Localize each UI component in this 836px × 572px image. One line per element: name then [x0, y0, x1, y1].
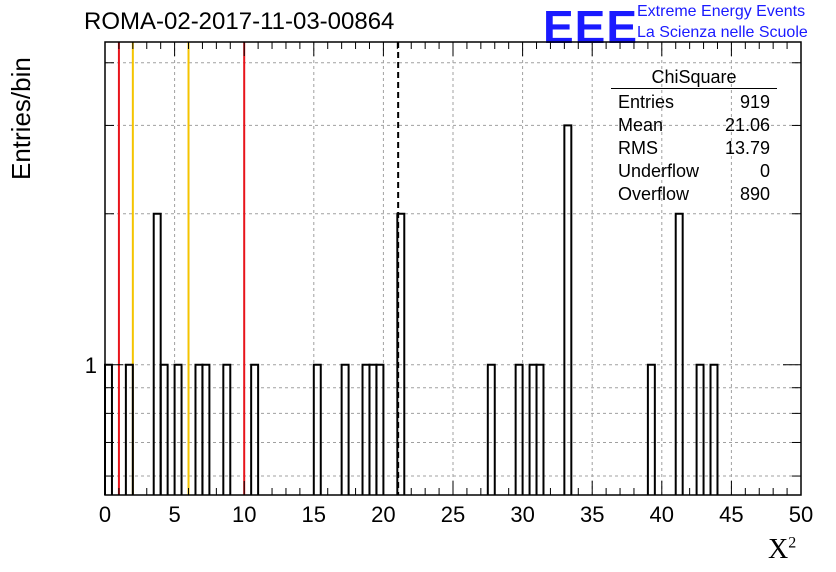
x-tick-label: 35 — [580, 502, 604, 527]
x-tick-label: 40 — [650, 502, 674, 527]
histogram-bar — [528, 363, 538, 495]
histogram-bar — [514, 363, 524, 495]
x-tick-label: 15 — [302, 502, 326, 527]
x-tick-label: 0 — [99, 502, 111, 527]
axes: 0 5 10 15 20 25 30 35 40 45 50 1 — [85, 41, 813, 527]
histogram-bar — [563, 124, 573, 495]
y-tick-label: 1 — [85, 353, 97, 378]
histogram-bar — [159, 363, 169, 495]
histogram-bar — [368, 363, 378, 495]
histogram-bar — [312, 363, 322, 495]
stats-label: RMS — [618, 138, 658, 158]
logo-line-1: Extreme Energy Events — [637, 3, 806, 20]
stats-box: ChiSquare Entries 919 Mean 21.06 RMS 13.79 … — [611, 66, 777, 206]
stats-value: 21.06 — [724, 115, 770, 135]
stats-title: ChiSquare — [611, 66, 777, 89]
x-axis-label-base: X — [768, 534, 789, 565]
x-tick-label: 30 — [510, 502, 534, 527]
histogram-bar — [361, 363, 371, 495]
histogram-bar — [340, 363, 350, 495]
histogram-bar — [535, 363, 545, 495]
histogram-bar — [152, 212, 162, 495]
histogram-bar — [396, 212, 406, 495]
x-tick-label: 20 — [371, 502, 395, 527]
stats-row-underflow: Underflow 0 — [611, 160, 777, 183]
chart-title: ROMA-02-2017-11-03-00864 — [84, 8, 395, 35]
stats-value: 0 — [759, 161, 770, 181]
stats-label: Mean — [618, 115, 664, 135]
histogram-bar — [375, 363, 385, 495]
histogram-bars — [104, 124, 719, 495]
stats-label: Overflow — [618, 184, 690, 204]
x-axis-label: X2 — [768, 534, 796, 566]
stats-row-overflow: Overflow 890 — [611, 183, 777, 206]
stats-value: 919 — [739, 92, 770, 112]
histogram-bar — [709, 363, 719, 495]
x-axis-label-sup: 2 — [788, 534, 797, 552]
grid — [104, 42, 802, 495]
stats-row-mean: Mean 21.06 — [611, 114, 777, 137]
histogram-bar — [695, 363, 705, 495]
histogram-bar — [222, 363, 232, 495]
histogram-bar — [486, 363, 496, 495]
eee-logo: EEE — [543, 1, 639, 53]
stats-row-entries: Entries 919 — [611, 91, 777, 114]
histogram-bar — [201, 363, 211, 495]
histogram-bar — [250, 363, 260, 495]
histogram-bar — [674, 212, 684, 495]
reference-lines — [117, 42, 400, 495]
histogram-bar — [124, 363, 134, 495]
histogram-bar — [104, 363, 113, 495]
stats-label: Entries — [618, 92, 675, 112]
x-tick-label: 5 — [168, 502, 180, 527]
x-tick-label: 45 — [719, 502, 743, 527]
x-tick-label: 10 — [232, 502, 256, 527]
stats-value: 890 — [739, 184, 770, 204]
stats-label: Underflow — [618, 161, 700, 181]
histogram-bar — [173, 363, 183, 495]
histogram-bar — [194, 363, 204, 495]
stats-value: 13.79 — [724, 138, 770, 158]
x-tick-label: 50 — [789, 502, 813, 527]
logo-line-2: La Scienza nelle Scuole — [637, 24, 808, 41]
stats-row-rms: RMS 13.79 — [611, 137, 777, 160]
histogram-bar — [646, 363, 656, 495]
x-tick-label: 25 — [441, 502, 465, 527]
